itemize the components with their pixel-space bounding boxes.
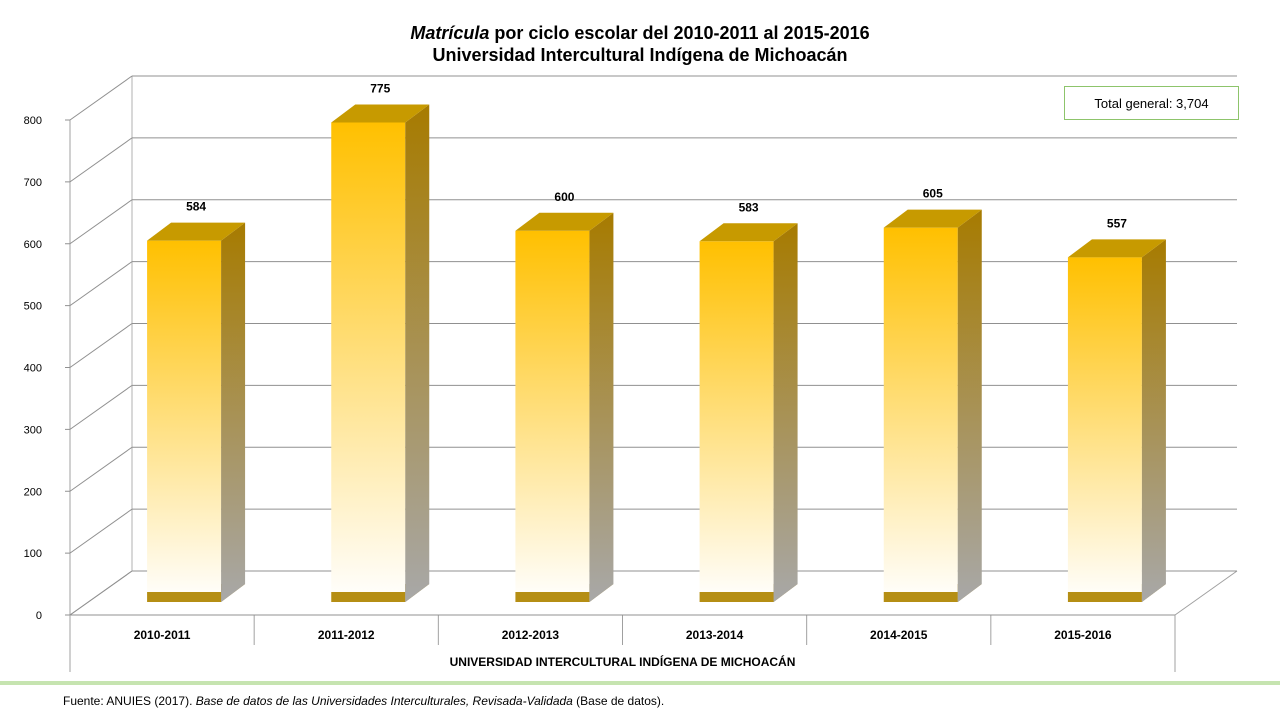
- bar-top: [699, 223, 798, 242]
- bar-front: [147, 240, 222, 602]
- y-tick-label: 400: [24, 363, 42, 375]
- bar-base-strip: [331, 592, 406, 602]
- gridline-side: [69, 75, 133, 121]
- bar-top: [1067, 239, 1166, 258]
- bar-top: [515, 212, 614, 231]
- bar-top: [147, 222, 246, 241]
- bar-base-strip: [515, 592, 590, 602]
- source-italic: Base de datos de las Universidades Inter…: [195, 694, 573, 708]
- bar-value-label: 600: [554, 190, 574, 204]
- floor-right-edge: [1174, 570, 1238, 616]
- y-tick-label: 100: [24, 548, 42, 560]
- bar-side: [221, 222, 246, 602]
- bar-base-strip: [699, 592, 774, 602]
- chart-subtitle: Universidad Intercultural Indígena de Mi…: [432, 45, 848, 65]
- source-note: Fuente: ANUIES (2017). Base de datos de …: [63, 694, 664, 708]
- x-tick-label: 2012-2013: [502, 628, 560, 642]
- footer-divider: [0, 681, 1280, 685]
- bar-chart: 584 775 600 583 605 557 0 100 200 300 400 500 600 70…: [24, 75, 1238, 672]
- bar-top: [883, 209, 982, 228]
- x-tick-label: 2010-2011: [134, 628, 191, 642]
- y-tick-label: 0: [36, 610, 42, 622]
- x-tick-label: 2014-2015: [870, 628, 928, 642]
- bar-value-label: 605: [923, 187, 943, 201]
- gridline-side: [69, 137, 133, 183]
- total-general-label: Total general: 3,704: [1094, 95, 1209, 111]
- gridline-side: [69, 199, 133, 245]
- x-tick-label: 2011-2012: [318, 628, 375, 642]
- bar-top: [331, 104, 430, 123]
- bar-front: [515, 230, 590, 602]
- x-axis-title: UNIVERSIDAD INTERCULTURAL INDÍGENA DE MI…: [450, 654, 796, 669]
- y-tick-label: 800: [24, 115, 42, 127]
- bar-front: [699, 241, 774, 603]
- chart-title: Matrícula por ciclo escolar del 2010-201…: [0, 22, 1280, 66]
- bar-side: [957, 209, 982, 602]
- x-tick-label: 2015-2016: [1054, 628, 1112, 642]
- y-tick-label: 600: [24, 239, 42, 251]
- gridline-side: [69, 384, 133, 430]
- chart-title-rest: por ciclo escolar del 2010-2011 al 2015-…: [489, 23, 870, 43]
- bar-base-strip: [147, 592, 222, 602]
- y-tick-label: 700: [24, 177, 42, 189]
- y-tick-label: 200: [24, 486, 42, 498]
- y-tick-label: 500: [24, 301, 42, 313]
- gridline-side: [69, 323, 133, 368]
- gridline-side: [69, 261, 133, 307]
- bar-front: [883, 227, 958, 602]
- source-prefix: Fuente: ANUIES (2017).: [63, 694, 196, 708]
- chart-title-italic: Matrícula: [410, 23, 490, 43]
- x-tick-label: 2013-2014: [686, 628, 744, 642]
- gridline-side: [69, 446, 133, 492]
- bar-base-strip: [1067, 592, 1142, 602]
- bar-side: [1141, 239, 1166, 602]
- bar-value-label: 557: [1107, 216, 1127, 230]
- bar-front: [331, 122, 406, 602]
- gridline-side: [69, 570, 133, 616]
- bar-value-label: 775: [370, 81, 390, 95]
- bar-value-label: 583: [739, 200, 759, 214]
- total-general-box: Total general: 3,704: [1064, 86, 1239, 120]
- gridline-side: [69, 508, 133, 554]
- y-tick-label: 300: [24, 424, 42, 436]
- bar-front: [1067, 257, 1142, 602]
- bar-side: [589, 212, 614, 602]
- bar-base-strip: [883, 592, 958, 602]
- bar-side: [773, 223, 798, 603]
- bar-value-label: 584: [186, 200, 206, 214]
- bar-side: [405, 104, 430, 602]
- source-suffix: (Base de datos).: [572, 694, 665, 708]
